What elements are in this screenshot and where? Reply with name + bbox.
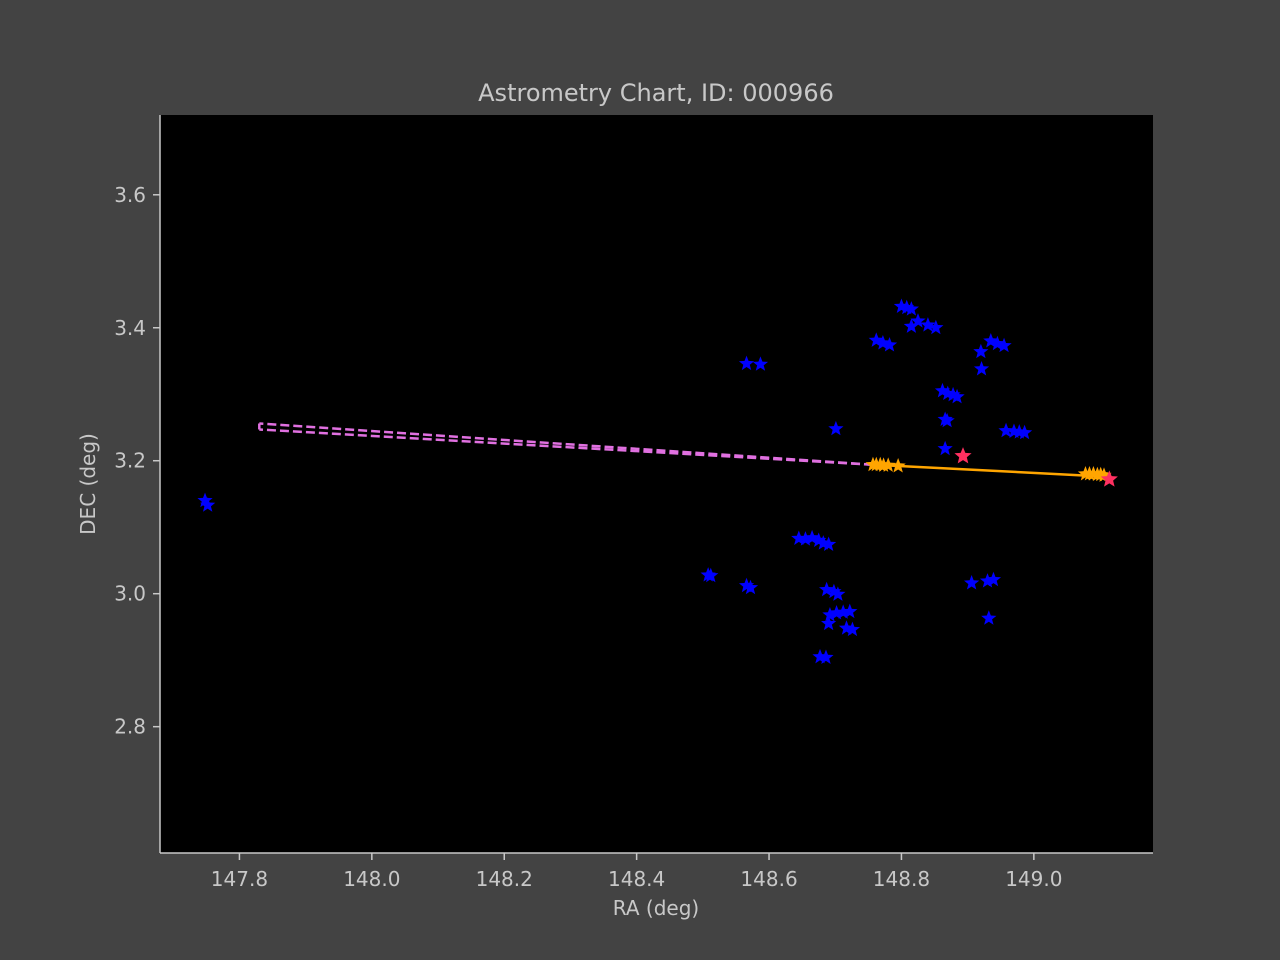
star-icon [868, 332, 884, 347]
star-icon [842, 603, 858, 619]
star-icon [989, 335, 1006, 351]
star-icon [903, 318, 919, 333]
star-icon [903, 301, 919, 316]
star-icon [928, 319, 944, 335]
x-axis-label: RA (deg) [613, 896, 699, 920]
x-tick-label: 148.6 [740, 867, 797, 891]
star-icon [742, 579, 759, 595]
star-icon [811, 532, 827, 547]
star-icon [880, 457, 896, 472]
star-icon [797, 531, 814, 546]
star-icon [804, 529, 820, 545]
x-tick-label: 148.8 [873, 867, 930, 891]
track-line [872, 463, 1109, 478]
star-icon [835, 604, 851, 619]
star-icon [818, 649, 834, 664]
star-icon [939, 412, 955, 428]
x-tick-label: 148.0 [343, 867, 400, 891]
star-icon [819, 581, 835, 597]
x-tick-label: 149.0 [1005, 867, 1062, 891]
x-tick-label: 148.4 [608, 867, 665, 891]
star-icon [964, 575, 980, 590]
star-icon [985, 571, 1002, 587]
star-icon [822, 606, 838, 622]
y-tick-label: 3.0 [114, 582, 146, 606]
star-icon [973, 343, 989, 359]
star-icon [1100, 470, 1118, 487]
star-icon [828, 604, 845, 620]
star-icon [821, 615, 837, 631]
star-icon [996, 337, 1012, 353]
x-tick-label: 147.8 [211, 867, 268, 891]
star-icon [937, 440, 953, 456]
star-icon [826, 583, 842, 599]
star-icon [752, 356, 769, 371]
y-tick-label: 2.8 [114, 715, 146, 739]
star-icon [979, 573, 996, 588]
y-tick-label: 3.4 [114, 316, 146, 340]
star-icon [738, 577, 755, 593]
star-icon [1016, 424, 1033, 440]
star-icon [821, 536, 837, 551]
star-icon [890, 458, 906, 473]
axes [159, 115, 1153, 854]
star-icon [920, 317, 936, 332]
star-icon [828, 420, 844, 436]
star-icon [998, 422, 1014, 438]
star-icon [934, 382, 951, 398]
star-icon [703, 567, 719, 583]
y-tick-label: 3.6 [114, 183, 146, 207]
star-icon [954, 447, 972, 464]
star-icon [200, 497, 216, 512]
star-icon [830, 586, 846, 601]
star-icon [973, 360, 990, 376]
plot-marks [197, 298, 1118, 664]
plot-area [160, 115, 1153, 853]
star-icon [981, 610, 997, 625]
y-tick-label: 3.2 [114, 449, 146, 473]
star-icon [910, 313, 926, 328]
y-axis-label: DEC (deg) [76, 433, 100, 535]
extrapolated-track-line [259, 428, 874, 466]
star-icon [1096, 467, 1112, 482]
chart-title: Astrometry Chart, ID: 000966 [478, 79, 834, 107]
star-icon [844, 621, 861, 637]
extrapolated-track-line [259, 422, 874, 466]
star-icon [949, 388, 965, 404]
star-icon [875, 335, 891, 350]
star-icon [791, 530, 807, 545]
star-icon [881, 337, 898, 352]
star-icon [983, 333, 999, 348]
x-tick-label: 148.2 [476, 867, 533, 891]
star-icon [945, 386, 961, 402]
star-icon [197, 492, 213, 508]
ticks: 147.8 148.0 148.2 148.4 148.6 148.8 149.0 2.8 3.… [114, 183, 1062, 891]
star-icon [738, 355, 755, 371]
